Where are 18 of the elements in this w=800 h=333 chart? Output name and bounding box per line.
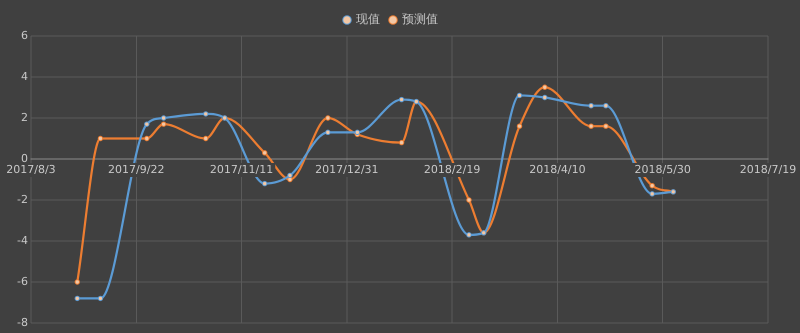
x-tick-label: 2018/7/19 xyxy=(740,162,796,176)
x-tick-label: 2017/12/31 xyxy=(315,162,379,176)
legend-label: 现值 xyxy=(356,12,380,26)
y-tick-label: 4 xyxy=(20,70,28,83)
x-tick-label: 2017/8/3 xyxy=(6,162,56,176)
x-tick-label: 2017/11/11 xyxy=(210,162,274,176)
x-tick-label: 2018/2/19 xyxy=(424,162,480,176)
legend-label: 预测值 xyxy=(402,12,438,26)
y-tick-label: 6 xyxy=(20,28,28,42)
x-tick-label: 2018/5/30 xyxy=(634,162,691,176)
y-tick-label: -8 xyxy=(17,316,28,329)
y-tick-label: -4 xyxy=(17,234,28,247)
x-tick-label: 2018/4/10 xyxy=(529,162,586,176)
y-tick-label: 2 xyxy=(20,110,28,124)
y-tick-label: -6 xyxy=(17,274,28,288)
y-tick-label: -2 xyxy=(17,192,28,206)
y-tick-label: 0 xyxy=(20,152,28,165)
x-tick-label: 2017/9/22 xyxy=(108,162,164,176)
